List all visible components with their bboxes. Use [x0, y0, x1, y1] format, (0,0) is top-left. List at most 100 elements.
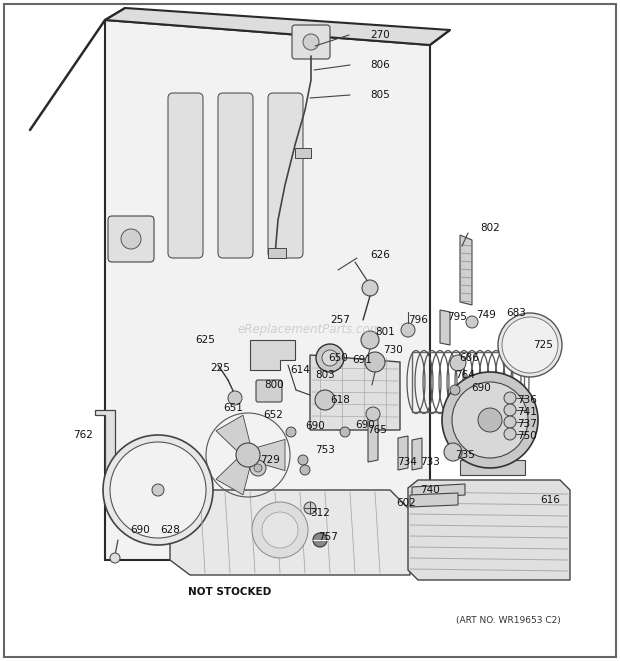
Polygon shape [408, 480, 570, 580]
Circle shape [304, 502, 316, 514]
Text: 736: 736 [517, 395, 537, 405]
Text: 795: 795 [447, 312, 467, 322]
Circle shape [502, 317, 558, 373]
Polygon shape [440, 310, 450, 345]
Polygon shape [105, 8, 450, 45]
Circle shape [322, 350, 338, 366]
Text: 733: 733 [420, 457, 440, 467]
Circle shape [498, 313, 562, 377]
Text: 762: 762 [73, 430, 93, 440]
Text: 805: 805 [370, 90, 390, 100]
Circle shape [298, 455, 308, 465]
Circle shape [340, 427, 350, 437]
Text: 729: 729 [260, 455, 280, 465]
Polygon shape [216, 453, 252, 495]
Circle shape [286, 427, 296, 437]
Bar [295, 148, 311, 158]
Text: 796: 796 [408, 315, 428, 325]
Circle shape [262, 512, 298, 548]
Polygon shape [310, 355, 400, 430]
Text: 757: 757 [318, 532, 338, 542]
Circle shape [442, 372, 538, 468]
FancyBboxPatch shape [218, 93, 253, 258]
Circle shape [303, 34, 319, 50]
Text: 225: 225 [210, 363, 230, 373]
FancyBboxPatch shape [168, 93, 203, 258]
Circle shape [504, 392, 516, 404]
Text: 650: 650 [328, 353, 348, 363]
Circle shape [366, 407, 380, 421]
Circle shape [450, 355, 466, 371]
Text: 651: 651 [223, 403, 243, 413]
Circle shape [362, 280, 378, 296]
Text: 616: 616 [540, 495, 560, 505]
Polygon shape [170, 490, 410, 575]
Text: 257: 257 [330, 315, 350, 325]
Text: 683: 683 [506, 308, 526, 318]
Text: NOT STOCKED: NOT STOCKED [188, 587, 272, 597]
FancyBboxPatch shape [256, 380, 282, 402]
Polygon shape [412, 438, 422, 470]
Polygon shape [95, 410, 115, 490]
Text: 734: 734 [397, 457, 417, 467]
FancyBboxPatch shape [292, 25, 330, 59]
Text: 312: 312 [310, 508, 330, 518]
Circle shape [365, 352, 385, 372]
Polygon shape [216, 415, 252, 457]
Circle shape [300, 465, 310, 475]
Text: 625: 625 [195, 335, 215, 345]
Polygon shape [412, 484, 465, 498]
Text: 753: 753 [315, 445, 335, 455]
Text: 765: 765 [367, 425, 387, 435]
Circle shape [444, 443, 462, 461]
Text: 801: 801 [375, 327, 395, 337]
Circle shape [250, 460, 266, 476]
Circle shape [315, 390, 335, 410]
Circle shape [121, 229, 141, 249]
Text: eReplacementParts.com: eReplacementParts.com [238, 323, 382, 336]
Text: 614: 614 [290, 365, 310, 375]
Text: 725: 725 [533, 340, 553, 350]
Text: 270: 270 [370, 30, 390, 40]
Polygon shape [410, 493, 458, 507]
Circle shape [254, 464, 262, 472]
Text: 750: 750 [517, 431, 537, 441]
Circle shape [504, 428, 516, 440]
Text: 730: 730 [383, 345, 403, 355]
Bar [268, 248, 286, 258]
Polygon shape [460, 460, 525, 475]
Circle shape [452, 382, 528, 458]
Text: 690: 690 [471, 383, 491, 393]
Circle shape [110, 553, 120, 563]
Circle shape [316, 344, 344, 372]
FancyBboxPatch shape [268, 93, 303, 258]
Circle shape [466, 316, 478, 328]
Circle shape [228, 391, 242, 405]
Text: 690: 690 [355, 420, 374, 430]
Polygon shape [248, 440, 285, 471]
FancyBboxPatch shape [108, 216, 154, 262]
Text: (ART NO. WR19653 C2): (ART NO. WR19653 C2) [456, 615, 560, 625]
Text: 741: 741 [517, 407, 537, 417]
Text: 800: 800 [264, 380, 283, 390]
Circle shape [252, 502, 308, 558]
Circle shape [236, 443, 260, 467]
Polygon shape [250, 340, 295, 370]
Circle shape [450, 385, 460, 395]
Circle shape [152, 484, 164, 496]
Text: 626: 626 [370, 250, 390, 260]
Circle shape [504, 416, 516, 428]
Text: 690: 690 [305, 421, 325, 431]
Text: 690: 690 [130, 525, 150, 535]
Text: 618: 618 [330, 395, 350, 405]
Circle shape [401, 323, 415, 337]
Text: 749: 749 [476, 310, 496, 320]
Circle shape [110, 442, 206, 538]
Text: 652: 652 [263, 410, 283, 420]
Circle shape [504, 404, 516, 416]
Text: 740: 740 [420, 485, 440, 495]
Circle shape [313, 533, 327, 547]
Polygon shape [105, 20, 430, 560]
Text: 803: 803 [315, 370, 335, 380]
Text: 602: 602 [396, 498, 416, 508]
